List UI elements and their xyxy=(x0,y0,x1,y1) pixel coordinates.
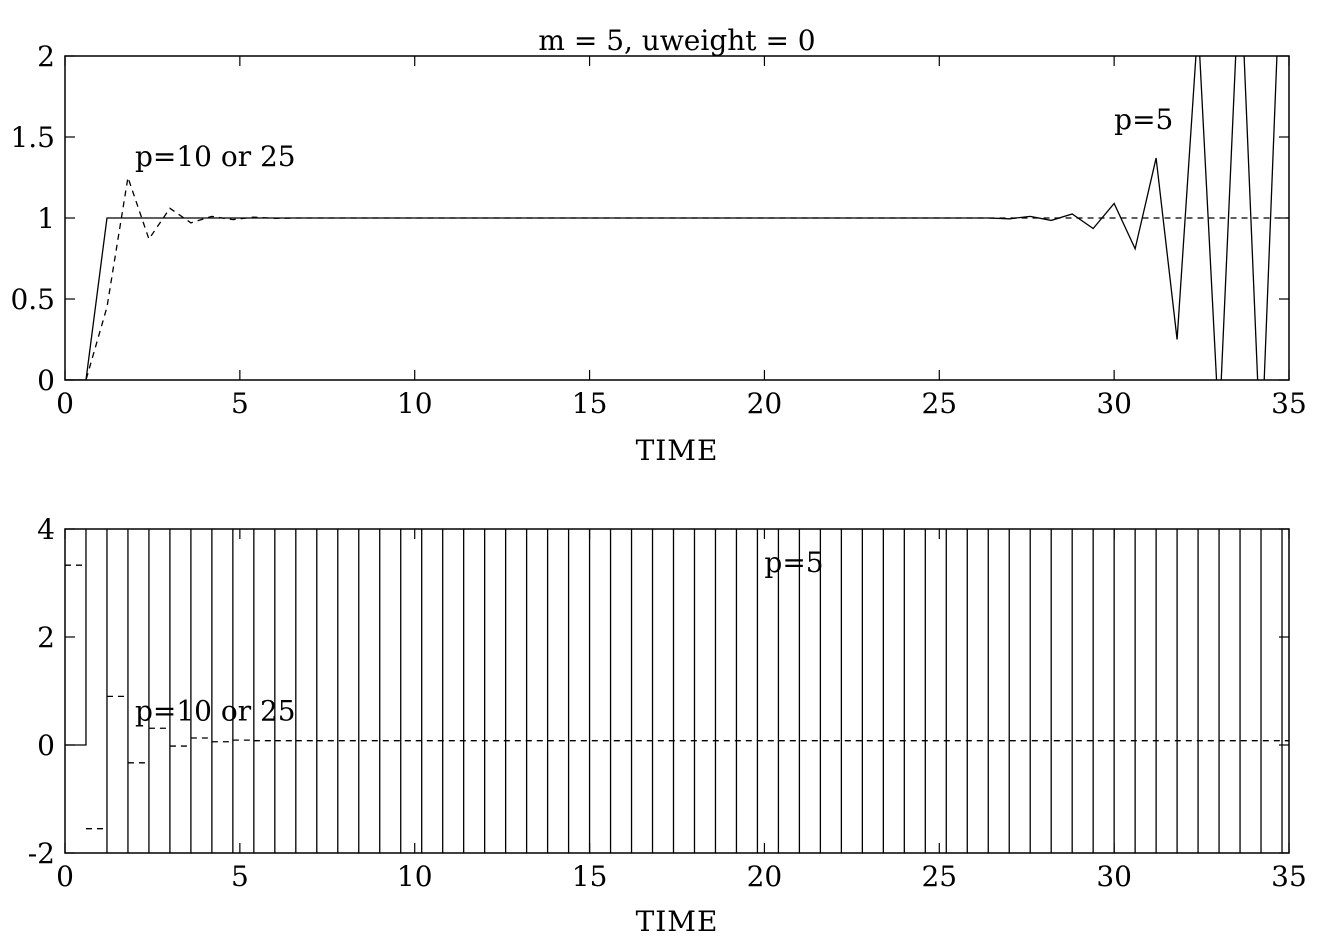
x-tick-label: 30 xyxy=(1096,860,1132,893)
y-tick-label: 0.5 xyxy=(10,283,55,316)
series-dashed-line xyxy=(65,177,1289,380)
x-tick-label: 15 xyxy=(572,860,608,893)
x-tick-label: 35 xyxy=(1271,860,1307,893)
series-solid-step-line xyxy=(65,529,1283,853)
x-tick-label: 10 xyxy=(397,387,433,420)
x-tick-label: 0 xyxy=(56,860,74,893)
x-axis-label: TIME xyxy=(636,434,719,467)
y-tick-label: -2 xyxy=(28,837,55,870)
axes-box xyxy=(64,528,1290,854)
annotation-label: p=10 or 25 xyxy=(135,140,296,173)
y-tick-label: 4 xyxy=(37,513,55,546)
annotation-label: p=5 xyxy=(1114,103,1173,136)
x-tick-label: 35 xyxy=(1271,387,1307,420)
x-tick-label: 30 xyxy=(1096,387,1132,420)
y-tick-label: 1.5 xyxy=(10,121,55,154)
y-tick-label: 2 xyxy=(37,40,55,73)
y-tick-label: 1 xyxy=(37,202,55,235)
annotation-label: p=10 or 25 xyxy=(135,695,296,728)
top-panel: 0 5 10 15 20 25 30 35 0 0.5 1 1.5 2 TIME p=10 or 25 p=5 xyxy=(10,40,1307,467)
annotation-label: p=5 xyxy=(764,546,823,579)
y-tick-label: 0 xyxy=(37,729,55,762)
x-tick-label: 15 xyxy=(572,387,608,420)
plot-area xyxy=(65,56,1289,380)
y-tick-label: 0 xyxy=(37,364,55,397)
y-tick-label: 2 xyxy=(37,621,55,654)
x-tick-label: 0 xyxy=(56,387,74,420)
chart-title: m = 5, uweight = 0 xyxy=(538,24,815,57)
x-tick-label: 5 xyxy=(231,860,249,893)
x-tick-label: 5 xyxy=(231,387,249,420)
x-tick-label: 20 xyxy=(747,860,783,893)
x-axis-label: TIME xyxy=(636,905,719,938)
x-tick-label: 25 xyxy=(921,387,957,420)
x-tick-label: 20 xyxy=(747,387,783,420)
x-tick-label: 25 xyxy=(921,860,957,893)
plot-area xyxy=(65,529,1289,853)
x-tick-label: 10 xyxy=(397,860,433,893)
